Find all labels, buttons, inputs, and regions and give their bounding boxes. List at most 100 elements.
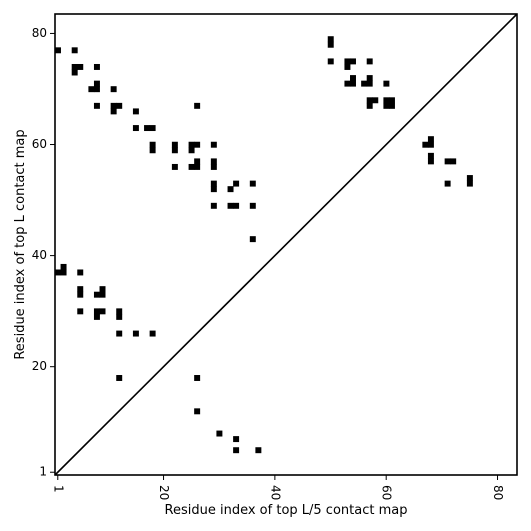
contact-cell-upper xyxy=(210,186,217,193)
contact-cell-upper xyxy=(188,147,195,154)
y-tick-label: 1 xyxy=(39,465,47,479)
contact-cell-upper xyxy=(327,58,334,65)
contact-cell-lower xyxy=(99,291,106,298)
contact-cell-upper xyxy=(383,102,390,109)
contact-cell-upper xyxy=(427,141,434,148)
contact-cell-upper xyxy=(450,158,457,165)
contact-cell-lower xyxy=(194,408,201,415)
contact-cell-upper xyxy=(327,36,334,43)
upper-contacts-group xyxy=(55,36,473,243)
contact-cell-upper xyxy=(71,69,78,76)
contact-cell-upper xyxy=(227,186,234,193)
contact-cell-lower xyxy=(93,313,100,320)
contact-cell-upper xyxy=(466,180,473,187)
contact-cell-upper xyxy=(233,202,240,209)
contact-cell-lower xyxy=(116,313,123,320)
contact-cell-upper xyxy=(444,180,451,187)
contact-cell-upper xyxy=(249,236,256,243)
contact-cell-upper xyxy=(383,80,390,87)
contact-cell-lower xyxy=(99,286,106,293)
contact-cell-lower xyxy=(77,286,84,293)
contact-cell-upper xyxy=(110,102,117,109)
contact-cell-upper xyxy=(366,75,373,82)
lower-contacts-group xyxy=(55,263,262,454)
contact-cell-upper xyxy=(361,80,368,87)
contact-cell-upper xyxy=(71,63,78,70)
contact-cell-lower xyxy=(255,447,262,454)
contact-cell-upper xyxy=(344,63,351,70)
contact-cell-upper xyxy=(444,158,451,165)
contact-cell-upper xyxy=(350,75,356,82)
contact-cell-upper xyxy=(327,41,334,48)
contact-cell-upper xyxy=(93,102,100,109)
contact-cell-upper xyxy=(194,163,201,170)
contact-cell-upper xyxy=(210,202,217,209)
contact-cell-upper xyxy=(366,97,373,104)
contact-cell-upper xyxy=(71,47,78,54)
contact-cell-upper xyxy=(210,163,217,170)
diagonal-line xyxy=(54,13,518,476)
contact-cell-upper xyxy=(132,125,139,132)
contact-cell-upper xyxy=(366,102,373,109)
contact-cell-lower xyxy=(116,330,123,337)
contact-cell-upper xyxy=(149,147,156,154)
contact-cell-lower xyxy=(77,308,84,315)
plot-frame xyxy=(54,13,518,476)
y-axis-label: Residue index of top L contact map xyxy=(13,129,28,359)
contact-cell-lower xyxy=(132,330,139,337)
contact-cell-upper xyxy=(366,80,373,87)
contact-cell-lower xyxy=(233,447,240,454)
contact-cell-upper xyxy=(93,63,100,70)
contact-cell-upper xyxy=(93,80,100,87)
contact-cell-upper xyxy=(249,202,256,209)
x-tick-label: 20 xyxy=(157,485,171,500)
contact-cell-upper xyxy=(422,141,429,148)
y-tick-label: 60 xyxy=(32,137,47,151)
contact-cell-upper xyxy=(149,141,156,148)
contact-cell-upper xyxy=(210,158,217,165)
x-tick-label: 80 xyxy=(491,485,505,500)
contact-cell-lower xyxy=(77,291,84,298)
contact-cell-lower xyxy=(60,263,67,270)
contact-cell-upper xyxy=(210,180,217,187)
contact-cell-lower xyxy=(233,436,240,443)
contact-cell-lower xyxy=(55,269,61,276)
contact-cell-lower xyxy=(149,330,156,337)
contact-cell-upper xyxy=(388,97,395,104)
y-tick-label: 80 xyxy=(32,26,47,40)
contact-cell-upper xyxy=(171,141,178,148)
contact-cell-lower xyxy=(60,269,67,276)
contact-cell-lower xyxy=(216,430,223,437)
contact-cell-upper xyxy=(132,108,139,115)
contact-cell-lower xyxy=(194,375,201,381)
contact-cell-upper xyxy=(344,80,351,87)
x-tick-label: 1 xyxy=(51,485,65,493)
contact-cell-upper xyxy=(227,202,234,209)
contact-cell-upper xyxy=(344,58,351,65)
x-axis-label: Residue index of top L/5 contact map xyxy=(165,503,408,518)
contact-cell-upper xyxy=(427,158,434,165)
contact-cell-lower xyxy=(93,308,100,315)
contact-cell-upper xyxy=(93,86,100,93)
contact-cell-lower xyxy=(77,269,84,276)
x-tick-label: 40 xyxy=(268,485,282,500)
contact-cell-upper xyxy=(350,58,356,65)
contact-cell-upper xyxy=(188,141,195,148)
contact-cell-upper xyxy=(466,175,473,182)
contact-cell-lower xyxy=(93,291,100,298)
contact-cell-upper xyxy=(372,97,379,104)
contact-cell-upper xyxy=(350,80,356,87)
contact-cell-upper xyxy=(110,86,117,93)
contact-cell-upper xyxy=(116,102,123,109)
contact-cell-upper xyxy=(233,180,240,187)
contact-cell-upper xyxy=(188,163,195,170)
contact-cell-upper xyxy=(383,97,390,104)
y-tick-label: 40 xyxy=(32,248,47,262)
contact-cell-upper xyxy=(194,158,201,165)
x-axis-ticks: 1 20 40 60 80 xyxy=(51,475,505,500)
contact-cell-upper xyxy=(427,152,434,159)
contact-cell-lower xyxy=(116,375,123,381)
contact-cell-upper xyxy=(194,141,201,148)
y-axis-ticks: 1 20 40 60 80 xyxy=(32,26,55,479)
